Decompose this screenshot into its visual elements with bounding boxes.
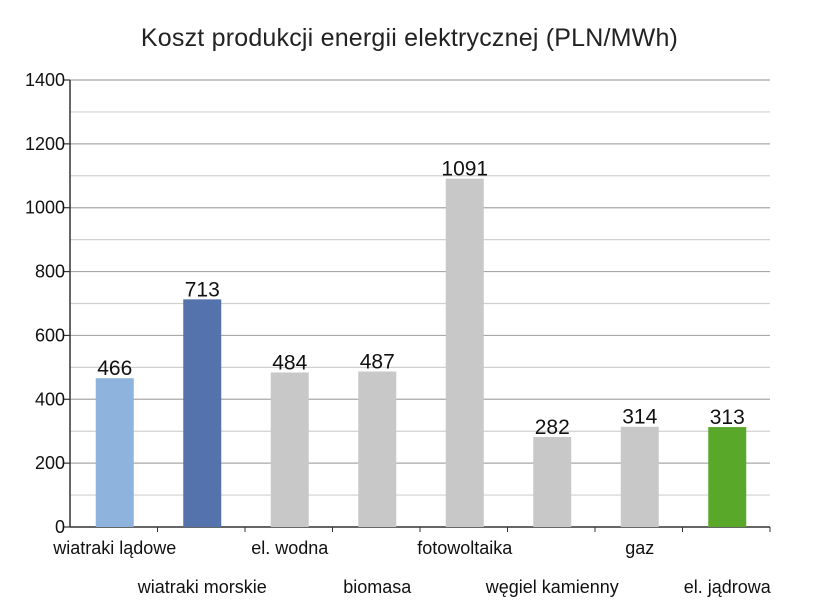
data-label: 313 — [710, 406, 745, 429]
category-label: wiatraki morskie — [137, 577, 267, 597]
category-label: biomasa — [343, 577, 412, 597]
data-label: 314 — [622, 406, 657, 429]
data-labels: 466 713 484 487 1091 282 314 313 — [97, 158, 745, 439]
y-tick-label: 1200 — [25, 134, 65, 154]
axes — [64, 79, 771, 532]
data-label: 713 — [185, 278, 220, 301]
bar — [708, 427, 747, 527]
y-tick-label: 1000 — [25, 198, 65, 218]
category-label: el. jądrowa — [684, 577, 772, 597]
chart-title: Koszt produkcji energii elektrycznej (PL… — [140, 24, 679, 52]
y-tick-labels: 0 200 400 600 800 1000 1200 1400 — [25, 70, 65, 537]
category-labels: wiatraki lądowe wiatraki morskie el. wodna… — [52, 538, 772, 597]
y-tick-label: 1400 — [25, 70, 65, 90]
bar — [270, 372, 309, 527]
bars — [95, 178, 747, 527]
y-tick-label: 0 — [55, 517, 65, 537]
category-label: fotowoltaika — [417, 538, 513, 558]
bar — [620, 426, 659, 527]
bar — [183, 299, 222, 527]
y-tick-label: 200 — [35, 453, 65, 473]
category-label: gaz — [625, 538, 654, 558]
bar — [358, 371, 397, 527]
y-tick-label: 600 — [35, 325, 65, 345]
data-label: 1091 — [441, 158, 488, 181]
data-label: 282 — [535, 416, 570, 439]
y-tick-label: 400 — [35, 389, 65, 409]
y-tick-label: 800 — [35, 262, 65, 282]
data-label: 466 — [97, 357, 132, 380]
category-label: wiatraki lądowe — [52, 538, 176, 558]
bar — [533, 436, 572, 527]
data-label: 487 — [360, 351, 395, 374]
category-label: el. wodna — [251, 538, 329, 558]
bar — [445, 178, 484, 527]
bar — [95, 378, 134, 527]
data-label: 484 — [272, 351, 307, 374]
category-label: węgiel kamienny — [485, 577, 619, 597]
grid-lines — [70, 79, 770, 496]
